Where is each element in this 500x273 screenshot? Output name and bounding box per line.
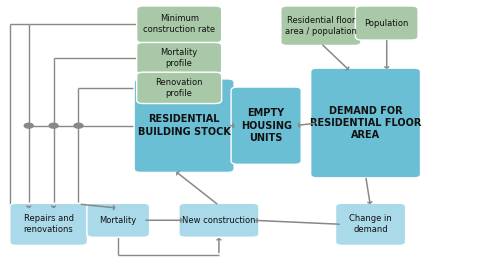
Text: RESIDENTIAL
BUILDING STOCK: RESIDENTIAL BUILDING STOCK [138,114,230,137]
Text: Population: Population [364,19,409,28]
FancyBboxPatch shape [134,79,234,173]
FancyBboxPatch shape [136,43,222,74]
Text: EMPTY
HOUSING
UNITS: EMPTY HOUSING UNITS [240,108,292,143]
Text: Change in
demand: Change in demand [349,214,392,235]
FancyBboxPatch shape [10,203,88,245]
Text: Residential floor
area / population: Residential floor area / population [285,16,357,36]
Text: Repairs and
renovations: Repairs and renovations [24,214,74,235]
FancyBboxPatch shape [281,6,361,45]
FancyBboxPatch shape [136,72,222,103]
FancyBboxPatch shape [310,68,420,178]
FancyBboxPatch shape [136,6,222,43]
FancyBboxPatch shape [87,203,150,237]
Text: Renovation
profile: Renovation profile [156,78,203,98]
Text: New construction: New construction [182,216,256,225]
FancyBboxPatch shape [336,203,406,245]
Text: Mortality
profile: Mortality profile [160,48,198,68]
Circle shape [74,123,83,128]
FancyBboxPatch shape [179,203,259,237]
Text: Mortality: Mortality [100,216,137,225]
Text: DEMAND FOR
RESIDENTIAL FLOOR
AREA: DEMAND FOR RESIDENTIAL FLOOR AREA [310,106,422,140]
FancyBboxPatch shape [356,6,418,40]
Text: Minimum
construction rate: Minimum construction rate [143,14,215,34]
Circle shape [24,123,33,128]
Circle shape [49,123,58,128]
FancyBboxPatch shape [231,87,301,164]
